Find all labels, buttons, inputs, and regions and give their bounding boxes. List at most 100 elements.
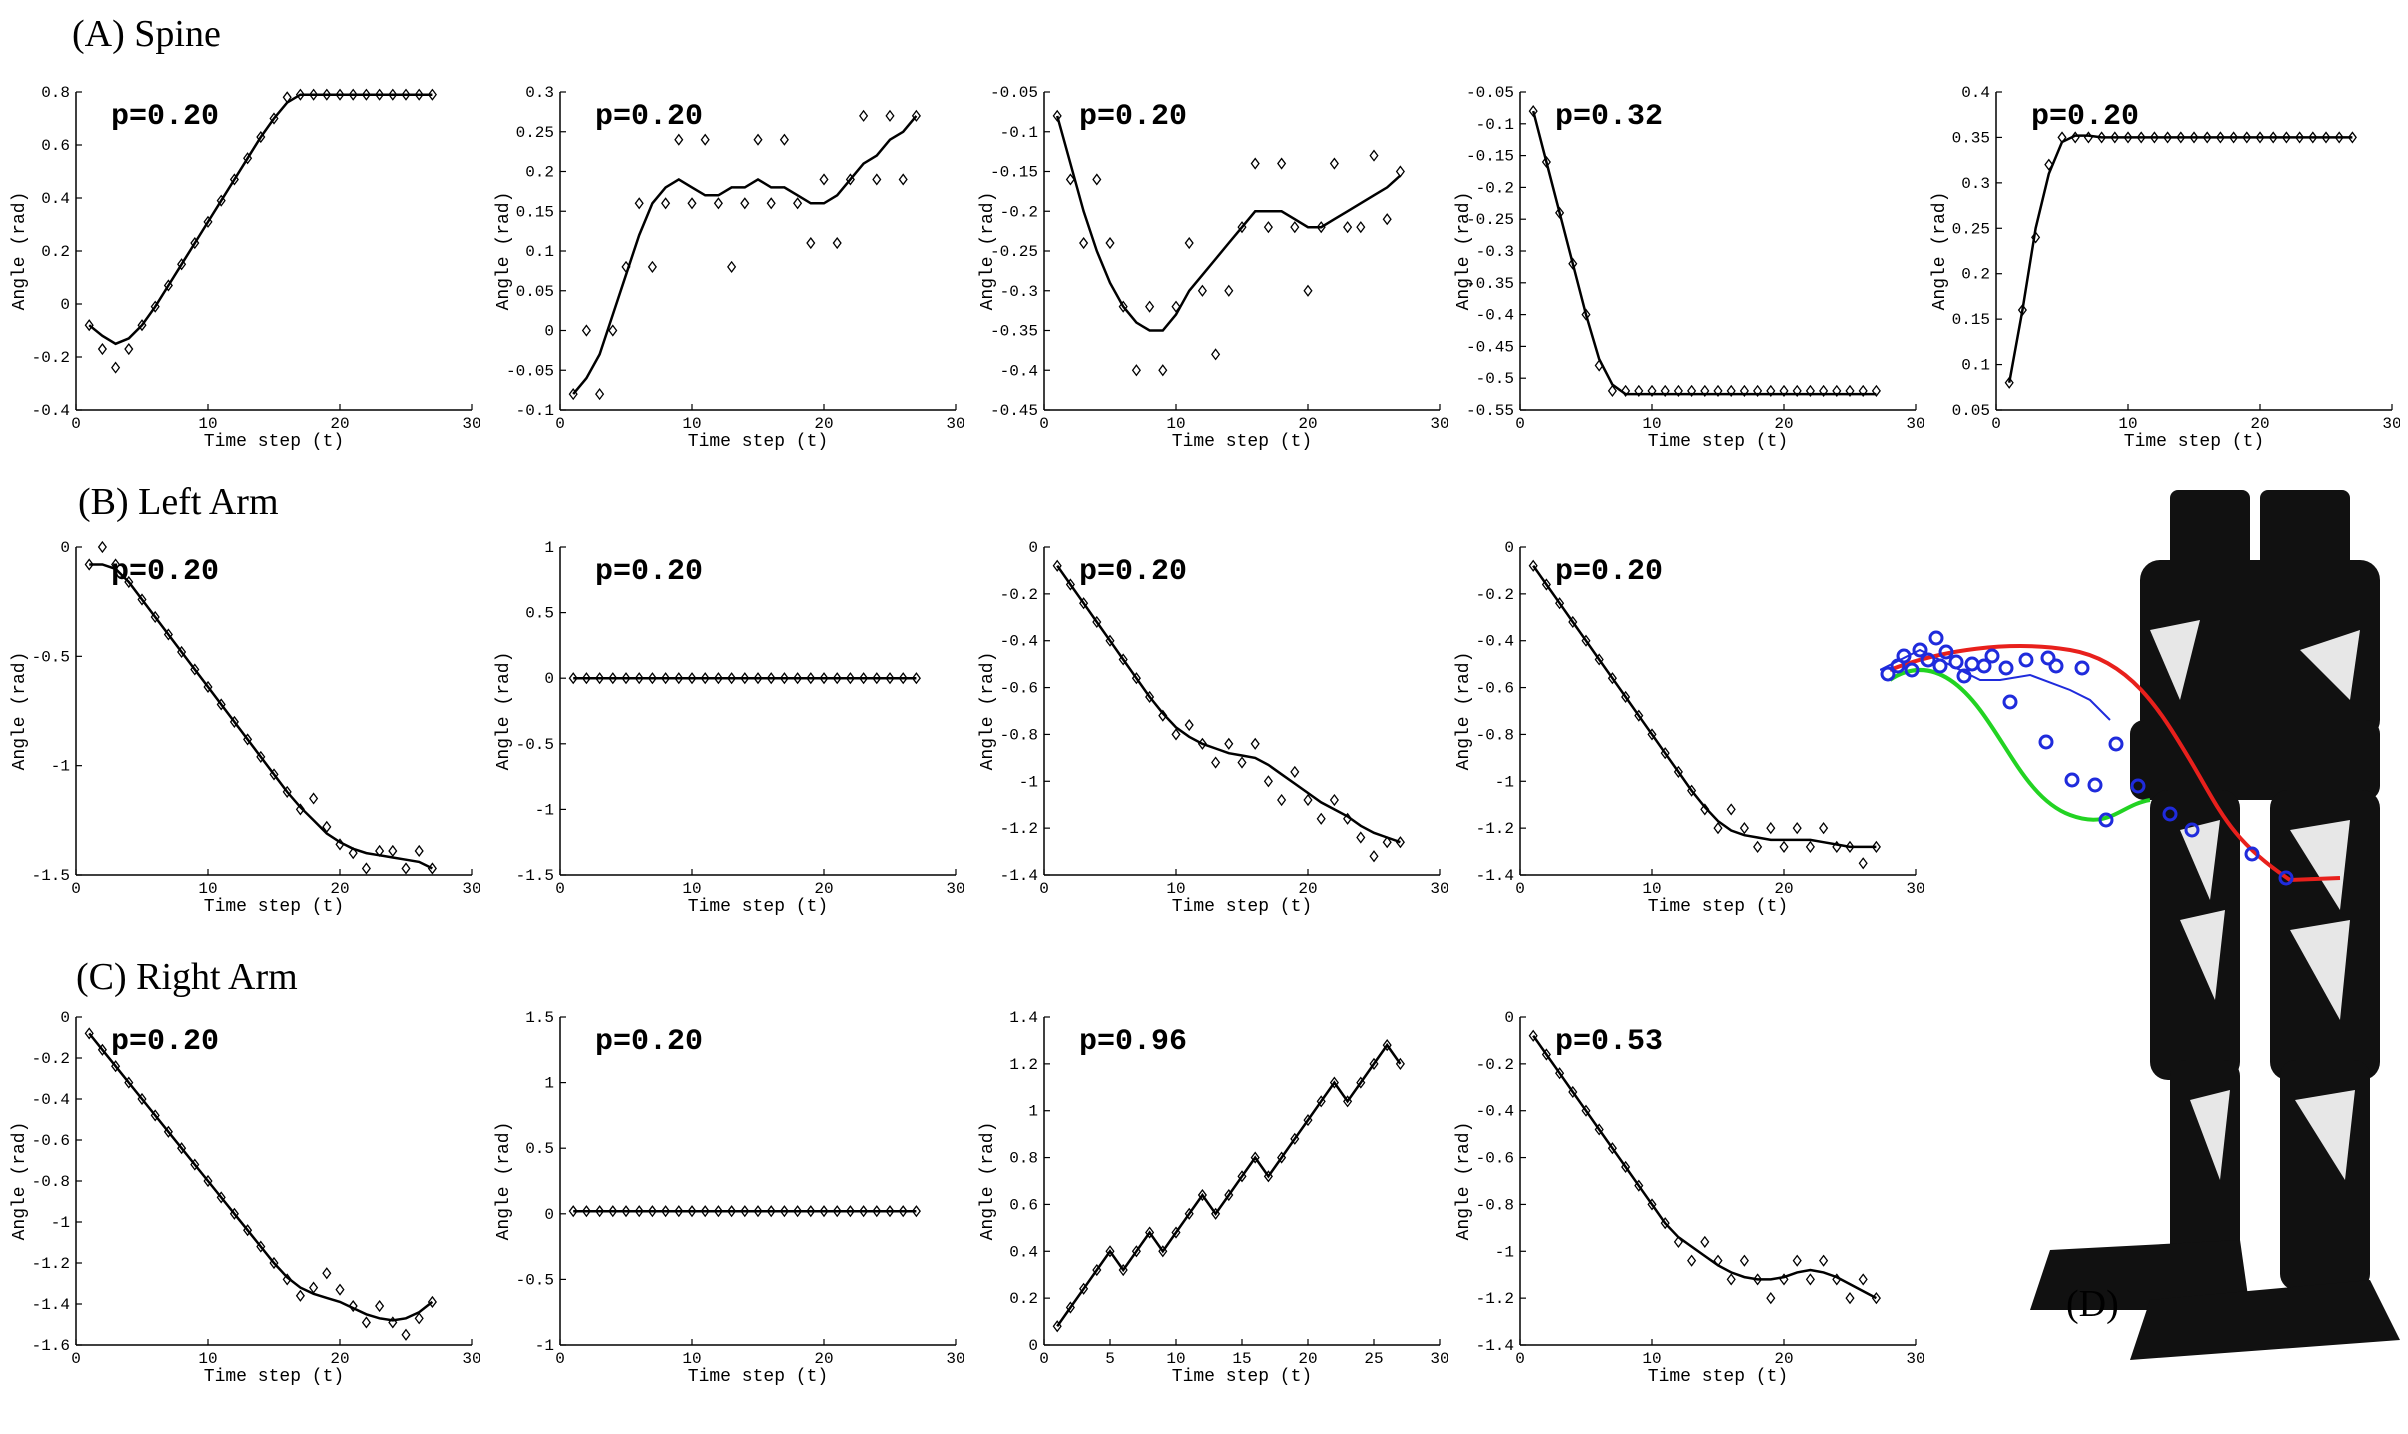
data-point (1858, 384, 1868, 398)
y-tick-label: 0 (1504, 1009, 1514, 1027)
y-tick-label: 0 (1028, 539, 1038, 557)
data-point (779, 1205, 789, 1218)
data-point (1356, 831, 1366, 844)
x-tick-label: 0 (1515, 415, 1525, 433)
data-point (1673, 1235, 1683, 1248)
y-tick-label: -0.1 (516, 402, 554, 420)
data-point (414, 844, 424, 858)
data-point (700, 672, 710, 685)
data-point (661, 197, 671, 210)
data-point (885, 109, 895, 122)
data-point (1224, 737, 1234, 750)
data-point (1290, 1132, 1300, 1145)
data-point (1805, 840, 1815, 853)
data-point (1792, 384, 1802, 398)
y-tick-label: -1 (1495, 773, 1514, 791)
data-point (832, 1205, 842, 1218)
data-point (361, 1316, 371, 1329)
y-tick-label: -1 (535, 1337, 554, 1355)
data-point (269, 112, 279, 125)
y-tick-label: 0.2 (1961, 266, 1990, 284)
data-point (1237, 1170, 1247, 1183)
data-point (595, 672, 605, 685)
y-tick-label: -0.4 (32, 402, 70, 420)
data-point (1713, 822, 1723, 835)
data-point (388, 88, 398, 101)
chart-right-arm-4: -1.4 -1.2 -1 -0.8 -0.6 -0.4 -0.2 0 0 10 20 30 Time s… (1454, 1009, 1924, 1387)
data-point (1290, 765, 1300, 778)
data-point (740, 1205, 750, 1218)
fit-line (1531, 110, 1877, 396)
data-point (1673, 765, 1683, 778)
data-point (700, 1205, 710, 1218)
data-point (1158, 364, 1168, 377)
y-tick-label: 0.2 (1009, 1290, 1038, 1308)
data-point (1277, 793, 1287, 807)
data-point (282, 91, 292, 104)
data-point (1832, 384, 1842, 398)
y-tick-label: 0 (1504, 539, 1514, 557)
data-point (898, 672, 908, 685)
data-point (872, 672, 882, 685)
x-tick-label: 0 (1039, 1350, 1049, 1368)
data-point (753, 1205, 763, 1218)
data-point (137, 593, 147, 606)
data-point (1581, 1104, 1591, 1117)
y-tick-label: -1.4 (32, 1296, 70, 1314)
y-tick-label: 0.8 (41, 84, 70, 102)
data-point (621, 260, 631, 273)
data-point (2083, 131, 2093, 144)
data-point (1634, 384, 1644, 398)
data-point (1726, 384, 1736, 398)
y-tick-label: -0.5 (1476, 370, 1514, 388)
data-point (1316, 221, 1326, 234)
data-point (674, 672, 684, 685)
data-point (229, 1207, 239, 1220)
data-point (1250, 737, 1260, 750)
y-tick-label: 0.1 (525, 243, 554, 261)
data-point (177, 645, 187, 659)
y-tick-label: 0 (60, 539, 70, 557)
data-point (335, 1283, 345, 1296)
data-point (1118, 300, 1128, 313)
data-point (1224, 1188, 1234, 1202)
data-point (190, 663, 200, 676)
p-value-label: p=0.20 (1555, 555, 1663, 589)
x-axis-label: Time step (t) (1172, 897, 1312, 917)
data-point (2268, 131, 2278, 144)
data-point (2044, 158, 2054, 171)
y-tick-label: -0.2 (1000, 586, 1038, 604)
data-point (97, 540, 107, 554)
data-point (1052, 109, 1062, 122)
data-point (1092, 173, 1102, 186)
data-point (872, 173, 882, 186)
data-point (1105, 634, 1115, 647)
y-tick-label: -0.5 (516, 1271, 554, 1289)
y-tick-label: -1.6 (32, 1337, 70, 1355)
x-tick-label: 30 (462, 1350, 480, 1368)
data-point (137, 1092, 147, 1106)
y-axis-label: Angle (rad) (978, 652, 998, 771)
data-point (1621, 1160, 1631, 1174)
data-point (427, 862, 437, 875)
data-point (911, 672, 921, 685)
data-point (401, 88, 411, 101)
data-point (111, 361, 121, 374)
x-tick-label: 20 (1774, 415, 1793, 433)
data-point (1369, 149, 1379, 162)
data-point (1528, 104, 1538, 118)
data-point (190, 1158, 200, 1171)
y-tick-label: -0.15 (990, 164, 1038, 182)
data-point (1277, 157, 1287, 170)
data-point (309, 88, 319, 101)
data-point (727, 1205, 737, 1218)
x-tick-label: 20 (1298, 880, 1317, 898)
y-tick-label: -1.4 (1476, 867, 1514, 885)
data-point (1079, 597, 1089, 610)
data-point (581, 672, 591, 685)
x-tick-label: 0 (71, 1350, 81, 1368)
y-tick-label: -1.2 (32, 1255, 70, 1273)
chart-left-arm-3: -1.4 -1.2 -1 -0.8 -0.6 -0.4 -0.2 0 0 10 20 30 Time s… (978, 539, 1448, 917)
data-point (1052, 559, 1062, 572)
data-point (348, 847, 358, 860)
